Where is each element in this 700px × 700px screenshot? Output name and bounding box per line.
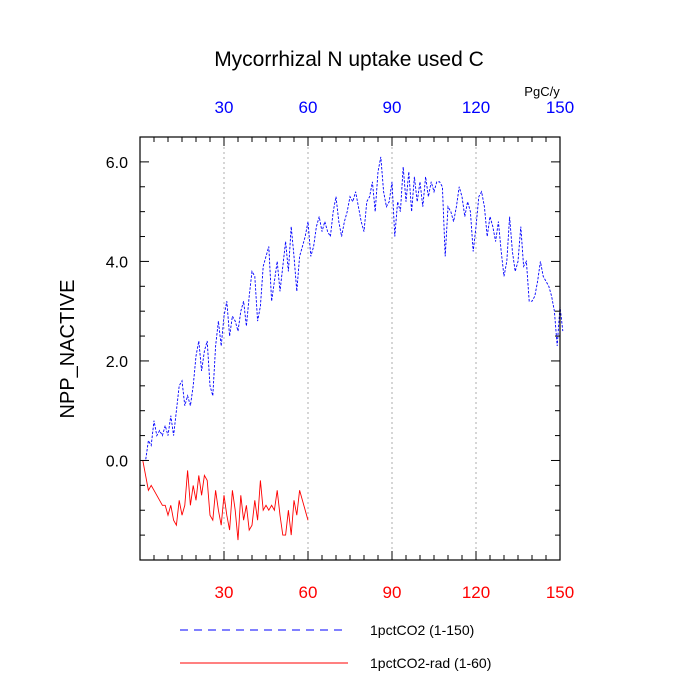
axis-ticks: 0.0 2.0 4.0 6.0 30 30 60 60 90 90 120 120 150 150 (106, 98, 574, 602)
y-tick-label: 6.0 (106, 155, 128, 172)
x-tick-label-top: 120 (462, 98, 490, 117)
chart-title: Mycorrhizal N uptake used C (214, 48, 484, 71)
x-tick-label-bottom: 120 (462, 583, 490, 602)
x-tick-label-top: 90 (383, 98, 402, 117)
legend-label-1: 1pctCO2 (1-150) (370, 622, 474, 638)
legend: 1pctCO2 (1-150) 1pctCO2-rad (1-60) (180, 622, 491, 671)
x-tick-label-top: 30 (215, 98, 234, 117)
x-tick-label-top: 150 (546, 98, 574, 117)
series-line-2 (142, 460, 309, 541)
y-tick-label: 4.0 (106, 254, 128, 271)
y-tick-label: 0.0 (106, 453, 128, 470)
x-tick-label-bottom: 30 (215, 583, 234, 602)
gridlines (223, 137, 477, 560)
x-tick-label-bottom: 150 (546, 583, 574, 602)
x-tick-label-bottom: 60 (299, 583, 318, 602)
y-tick-label: 2.0 (106, 354, 128, 371)
y-axis-label: NPP_NACTIVE (57, 280, 79, 419)
series-layer (142, 156, 564, 541)
top-axis-unit-label: PgC/y (524, 84, 560, 99)
legend-label-2: 1pctCO2-rad (1-60) (370, 655, 491, 671)
x-tick-label-top: 60 (299, 98, 318, 117)
series-line-1 (142, 156, 564, 461)
x-tick-label-bottom: 90 (383, 583, 402, 602)
